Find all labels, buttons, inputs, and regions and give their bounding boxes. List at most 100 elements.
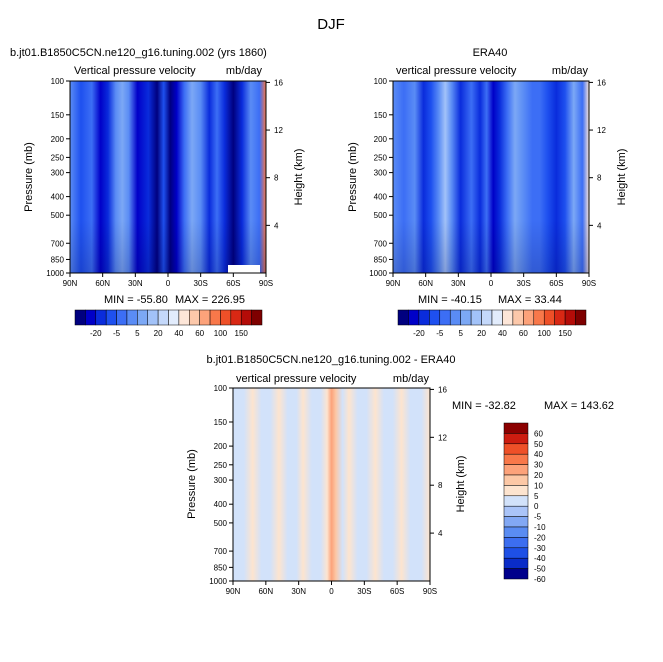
colorbar-swatch (189, 309, 200, 326)
y-tick-label: 850 (374, 255, 388, 264)
colorbar-swatch (503, 485, 529, 497)
colorbar-swatch (554, 309, 566, 326)
panel-model-max: MAX = 226.95 (175, 294, 245, 306)
y-tick-label: 300 (51, 169, 65, 178)
colorbar-swatch (503, 433, 529, 445)
colorbar-swatch (491, 309, 503, 326)
colorbar-label: 0 (534, 502, 539, 511)
panel-model: b.jt01.B1850C5CN.ne120_g16.tuning.002 (y… (10, 47, 305, 338)
y-tick-label: 500 (374, 211, 388, 220)
colorbar-swatch (460, 309, 472, 326)
colorbar-swatch (397, 309, 409, 326)
y-tick-label: 200 (374, 135, 388, 144)
x-tick-label: 0 (166, 279, 171, 288)
x-tick-label: 90S (423, 587, 437, 596)
colorbar-swatch (470, 309, 482, 326)
colorbar-label: -5 (436, 329, 444, 338)
y-tick-label: 200 (214, 442, 228, 451)
colorbar-swatch (230, 309, 242, 326)
x-tick-label: 60N (95, 279, 110, 288)
colorbar-label: -40 (534, 554, 546, 563)
y-tick-label: 200 (51, 135, 65, 144)
colorbar-swatch (178, 309, 190, 326)
colorbar-swatch (137, 309, 148, 326)
y-tick-label: 400 (214, 500, 228, 509)
colorbar-label: 150 (235, 329, 249, 338)
y-tick-label: 700 (214, 547, 228, 556)
colorbar-label: 5 (458, 329, 463, 338)
height-tick-label: 16 (274, 78, 283, 87)
colorbar-swatch (95, 309, 107, 326)
x-tick-label: 60S (390, 587, 404, 596)
colorbar-swatch (418, 309, 430, 326)
colorbar-swatch (240, 309, 252, 326)
colorbar-label: 50 (534, 440, 543, 449)
y-tick-label: 1000 (46, 269, 64, 278)
y-tick-label: 700 (51, 239, 65, 248)
x-tick-label: 0 (489, 279, 494, 288)
colorbar-swatch (564, 309, 576, 326)
colorbar-label: -30 (534, 544, 546, 553)
colorbar-swatch (408, 309, 420, 326)
height-tick-label: 12 (597, 126, 606, 135)
colorbar-swatch (502, 309, 514, 326)
colorbar-label: 40 (174, 329, 183, 338)
height-tick-label: 16 (597, 78, 606, 87)
panel-difference: b.jt01.B1850C5CN.ne120_g16.tuning.002 - … (186, 354, 614, 596)
colorbar-label: 60 (534, 429, 543, 438)
colorbar-swatch (503, 557, 529, 569)
height-tick-label: 12 (438, 433, 447, 442)
colorbar-label: 20 (534, 471, 543, 480)
y-tick-label: 250 (214, 461, 228, 470)
colorbar-label: 40 (534, 450, 543, 459)
colorbar-label: 100 (214, 329, 228, 338)
colorbar-swatch (449, 309, 461, 326)
panel-difference-min: MIN = -32.82 (452, 400, 516, 412)
y-tick-label: 500 (214, 519, 228, 528)
y-tick-label: 100 (214, 384, 228, 393)
x-tick-label: 60S (226, 279, 240, 288)
colorbar-label: 30 (534, 461, 543, 470)
colorbar-swatch (481, 309, 493, 326)
colorbar-label: 60 (519, 329, 528, 338)
colorbar-label: 5 (534, 492, 539, 501)
panel-difference-subtitle: vertical pressure velocity (236, 373, 357, 385)
colorbar-swatch (503, 464, 529, 476)
x-tick-label: 0 (329, 587, 334, 596)
height-tick-label: 4 (597, 221, 602, 230)
height-tick-label: 8 (274, 174, 279, 183)
y-tick-label: 1000 (369, 269, 387, 278)
panel-model-title: b.jt01.B1850C5CN.ne120_g16.tuning.002 (y… (10, 47, 267, 59)
panel-model-ylabel: Pressure (mb) (23, 142, 35, 212)
colorbar-label: -5 (534, 513, 542, 522)
panel-era40-subtitle: vertical pressure velocity (396, 65, 517, 77)
colorbar-swatch (512, 309, 524, 326)
y-tick-label: 150 (374, 111, 388, 120)
y-tick-label: 850 (51, 255, 65, 264)
y-tick-label: 100 (374, 77, 388, 86)
y-tick-label: 700 (374, 239, 388, 248)
colorbar-label: 20 (154, 329, 163, 338)
colorbar-swatch (199, 309, 211, 326)
x-tick-label: 90S (582, 279, 596, 288)
colorbar-swatch (503, 443, 529, 455)
panel-model-colorbar: -20 -5 5 20 40 60 100 150 (74, 309, 263, 338)
panel-era40-units: mb/day (552, 65, 589, 77)
y-tick-label: 300 (214, 476, 228, 485)
y-tick-label: 500 (51, 211, 65, 220)
colorbar-swatch (533, 309, 545, 326)
height-tick-label: 16 (438, 385, 447, 394)
y-tick-label: 150 (51, 111, 65, 120)
colorbar-swatch (251, 309, 263, 326)
height-tick-label: 4 (274, 221, 279, 230)
figure-title: DJF (317, 16, 345, 33)
y-tick-label: 250 (51, 153, 65, 162)
panel-model-subtitle: Vertical pressure velocity (74, 65, 196, 77)
y-tick-label: 250 (374, 153, 388, 162)
colorbar-label: -20 (534, 533, 546, 542)
panel-difference-units: mb/day (393, 373, 430, 385)
x-tick-label: 90N (386, 279, 401, 288)
panel-difference-ylabel: Pressure (mb) (186, 449, 198, 519)
x-tick-label: 60S (549, 279, 563, 288)
